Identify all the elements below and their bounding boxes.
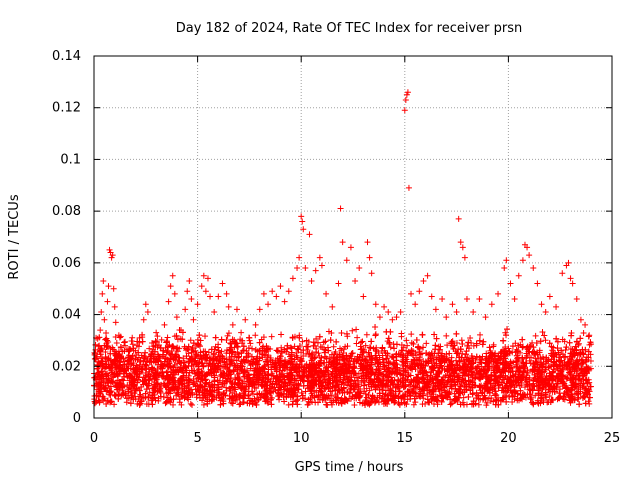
band-point [353, 326, 360, 333]
band-point [285, 401, 292, 408]
band-point [164, 334, 171, 341]
band-point [458, 337, 465, 344]
band-point [444, 342, 451, 349]
band-point [143, 400, 150, 407]
band-point [268, 372, 275, 379]
band-point [232, 351, 239, 358]
band-point [399, 361, 406, 368]
band-point [338, 381, 345, 388]
band-point [129, 334, 136, 341]
band-point [112, 333, 119, 340]
band-point [477, 331, 484, 338]
band-point [101, 395, 108, 402]
band-point [145, 366, 152, 373]
band-point [580, 330, 587, 337]
band-point [158, 336, 165, 343]
band-point [443, 332, 450, 339]
band-point [330, 343, 337, 350]
band-point [192, 347, 199, 354]
band-point [483, 402, 490, 409]
band-point [562, 354, 569, 361]
band-point [338, 329, 345, 336]
band-point [202, 333, 209, 340]
band-point [475, 401, 482, 408]
band-point [579, 384, 586, 391]
band-point [225, 330, 232, 337]
band-point [349, 327, 356, 334]
band-point [468, 340, 475, 347]
band-point [291, 343, 298, 350]
band-point [422, 400, 429, 407]
band-point [490, 343, 497, 350]
band-point [400, 344, 407, 351]
band-point [353, 340, 360, 347]
band-point [224, 332, 231, 339]
band-point [502, 344, 509, 351]
band-point [404, 342, 411, 349]
band-point [129, 341, 136, 348]
band-point [112, 393, 119, 400]
band-point [237, 360, 244, 367]
band-point [362, 342, 369, 349]
band-point [412, 366, 419, 373]
band-point [187, 400, 194, 407]
band-point [108, 377, 115, 384]
band-point [367, 345, 374, 352]
band-point [523, 379, 530, 386]
band-point [313, 335, 320, 342]
band-point [278, 344, 285, 351]
data-points [91, 89, 595, 409]
band-point [387, 344, 394, 351]
band-point [328, 330, 335, 337]
band-point [146, 345, 153, 352]
band-point [342, 343, 349, 350]
band-point [236, 401, 243, 408]
band-point [327, 388, 334, 395]
band-point [363, 331, 370, 338]
band-point [121, 358, 128, 365]
band-point [170, 401, 177, 408]
band-point [587, 357, 594, 364]
band-point [305, 338, 312, 345]
band-point [228, 353, 235, 360]
band-point [549, 347, 556, 354]
band-point [487, 347, 494, 354]
band-point [102, 348, 109, 355]
band-point [438, 363, 445, 370]
band-point [532, 392, 539, 399]
band-point [453, 357, 460, 364]
band-point [109, 378, 116, 385]
band-point [287, 344, 294, 351]
grid [94, 56, 612, 418]
band-point [532, 332, 539, 339]
band-point [297, 357, 304, 364]
band-point [574, 352, 581, 359]
band-point [542, 337, 549, 344]
band-point [292, 398, 299, 405]
band-point [559, 336, 566, 343]
band-point [111, 401, 118, 408]
band-point [189, 402, 196, 409]
